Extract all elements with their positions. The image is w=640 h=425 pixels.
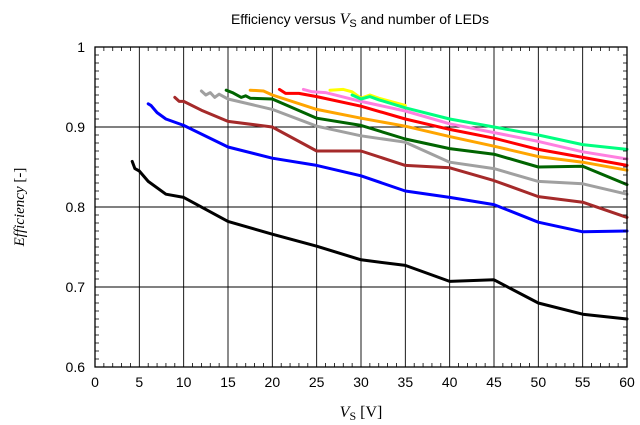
x-tick-label: 5 [135,374,143,390]
y-tick-label: 0.7 [66,279,86,295]
series-lines [130,87,629,321]
y-tick-label: 0.6 [66,359,86,375]
series-line-2 [146,102,629,234]
series-line-6 [248,88,629,172]
y-tick-label: 1 [77,39,85,55]
plot-frame [94,46,628,368]
series-line-4 [199,89,629,196]
x-tick-label: 50 [531,374,547,390]
x-axis-label: VS [V] [340,404,383,423]
x-tick-label: 55 [575,374,591,390]
x-tick-label: 45 [486,374,502,390]
x-tick-label: 30 [353,374,369,390]
series-line-10 [350,93,629,151]
x-tick-label: 15 [220,374,236,390]
axis-ticks: 0 5 10 15 20 25 30 35 40 45 50 55 60 0.6 0.7 0.8 0.9 1 [66,39,635,390]
series-line-7 [277,87,629,167]
x-tick-label: 40 [442,374,458,390]
grid-lines [94,46,628,368]
x-tick-label: 20 [265,374,281,390]
x-tick-label: 60 [619,374,635,390]
series-line-3 [173,95,629,219]
chart-title: Efficiency versus VS and number of LEDs [231,11,489,30]
series-line-1 [130,159,629,321]
x-tick-label: 10 [176,374,192,390]
x-tick-label: 35 [398,374,414,390]
svg-text:Efficiency [-]: Efficiency [-] [12,168,28,248]
x-tick-label: 0 [91,374,99,390]
x-tick-label: 25 [309,374,325,390]
y-tick-label: 0.8 [66,199,86,215]
y-axis-label: Efficiency [-] [12,168,28,248]
series-line-8 [301,87,629,161]
series-line-5 [224,88,629,187]
y-tick-label: 0.9 [66,119,86,135]
